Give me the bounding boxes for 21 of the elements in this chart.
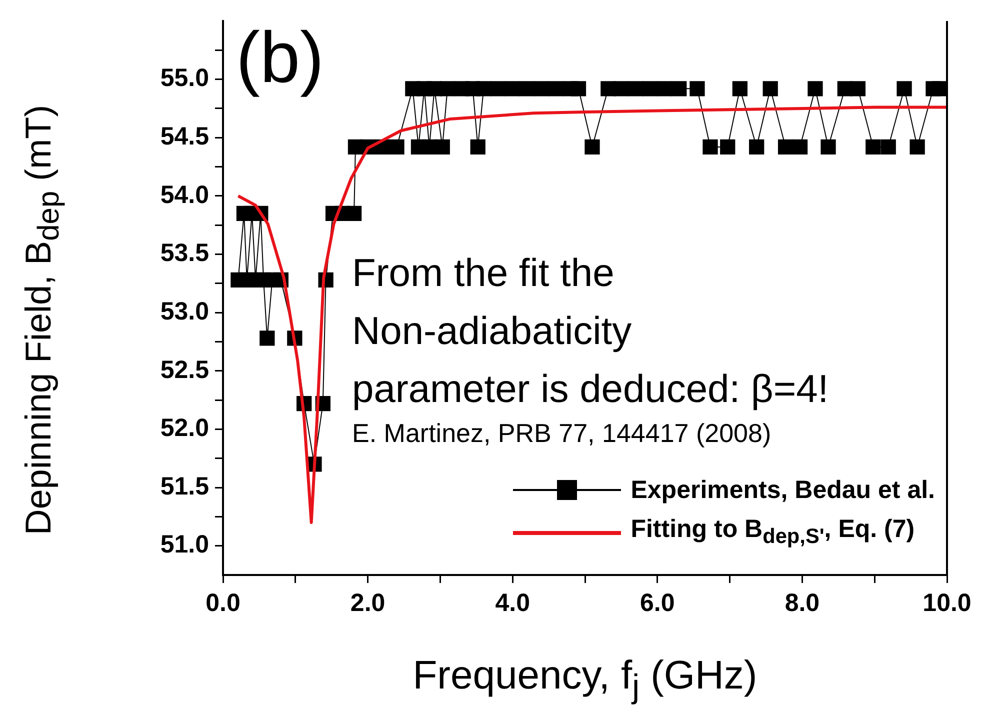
y-tick-label: 52.0 <box>160 414 209 442</box>
y-tick-label: 53.5 <box>160 239 210 268</box>
x-axis-title: Frequency, f$_{j}$ (GHz) <box>412 654 758 706</box>
x-tick-label: 4.0 <box>495 588 530 617</box>
x-tick-label: 6.0 <box>640 588 675 617</box>
y-tick-label: 53.0 <box>160 297 209 326</box>
y-tick-label: 54.0 <box>160 180 209 209</box>
legend-label: Fitting to B$_{dep,S'}$, Eq. (7) <box>630 515 915 549</box>
legend-label: Experiments, Bedau et al. <box>630 476 935 504</box>
y-tick-label: 51.5 <box>160 472 210 500</box>
y-tick-label: 55.0 <box>160 64 209 92</box>
annotation: E. Martinez, PRB 77, 144417 (2008) <box>352 418 772 449</box>
x-tick-label: 0.0 <box>206 588 240 617</box>
x-tick-label: 8.0 <box>784 588 820 617</box>
y-tick-label: 51.0 <box>160 530 209 559</box>
x-tick-label: 10.0 <box>922 588 972 617</box>
x-tick-label: 2.0 <box>350 588 386 617</box>
annotation: From the fit the Non-adiabaticity parameter is deduced: β=4! <box>352 251 829 413</box>
y-tick-label: 52.5 <box>160 356 210 384</box>
y-tick-label: 54.5 <box>160 122 210 151</box>
annotation: (b) <box>236 18 324 98</box>
